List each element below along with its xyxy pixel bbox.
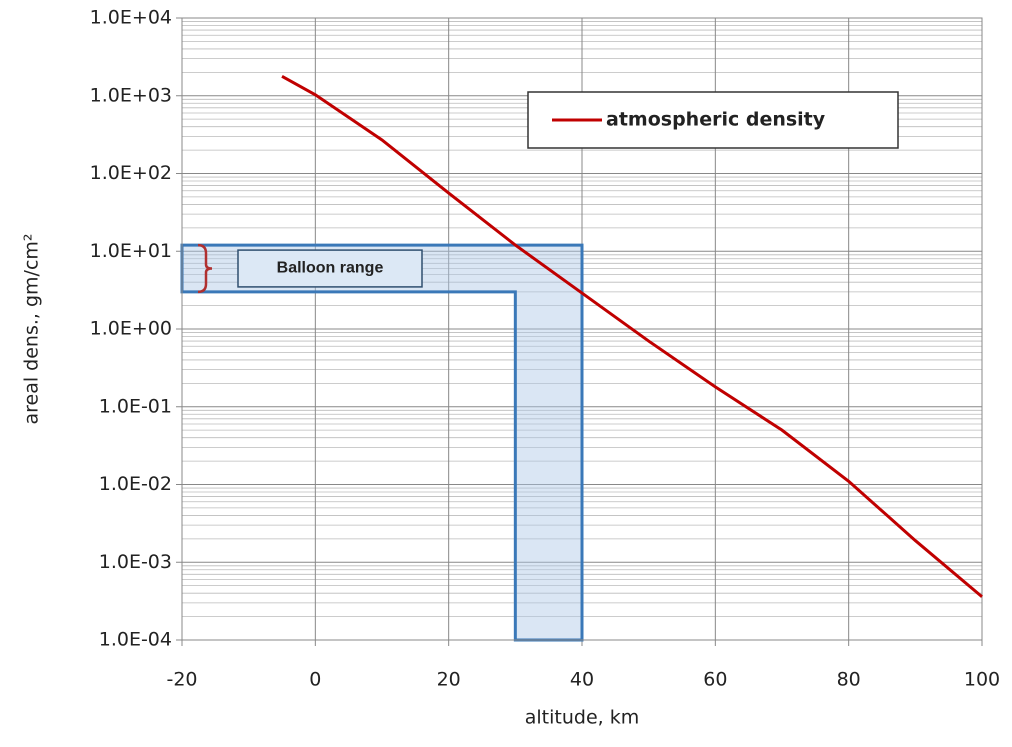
balloon-range-region [180, 243, 584, 642]
y-tick-label: 1.0E-01 [99, 395, 172, 417]
y-tick-label: 1.0E+03 [90, 84, 172, 106]
x-tick-label: 80 [837, 669, 861, 691]
x-tick-label: -20 [166, 669, 197, 691]
y-tick-label: 1.0E+00 [90, 318, 172, 340]
line [281, 74, 983, 598]
x-tick-label: 20 [437, 669, 461, 691]
x-tick-label: 100 [964, 669, 1000, 691]
bracket [197, 243, 213, 294]
y-tick-label: 1.0E+02 [90, 162, 172, 184]
x-tick-label: 60 [703, 669, 727, 691]
y-axis-label: areal dens., gm/cm² [21, 233, 43, 424]
y-tick-label: 1.0E-03 [99, 551, 172, 573]
y-tick-label: 1.0E+01 [90, 240, 172, 262]
plot-frame [181, 17, 983, 641]
y-tick-label: 1.0E-02 [99, 473, 172, 495]
annotation-text: Balloon range [277, 260, 384, 277]
x-tick-label: 40 [570, 669, 594, 691]
y-tick-label: 1.0E-04 [99, 629, 172, 651]
x-axis-label: altitude, km [525, 707, 639, 729]
annotation-box [237, 249, 423, 288]
x-tick-label: 0 [309, 669, 321, 691]
legend-label: atmospheric density [606, 109, 826, 131]
y-tick-label: 1.0E+04 [90, 7, 172, 29]
